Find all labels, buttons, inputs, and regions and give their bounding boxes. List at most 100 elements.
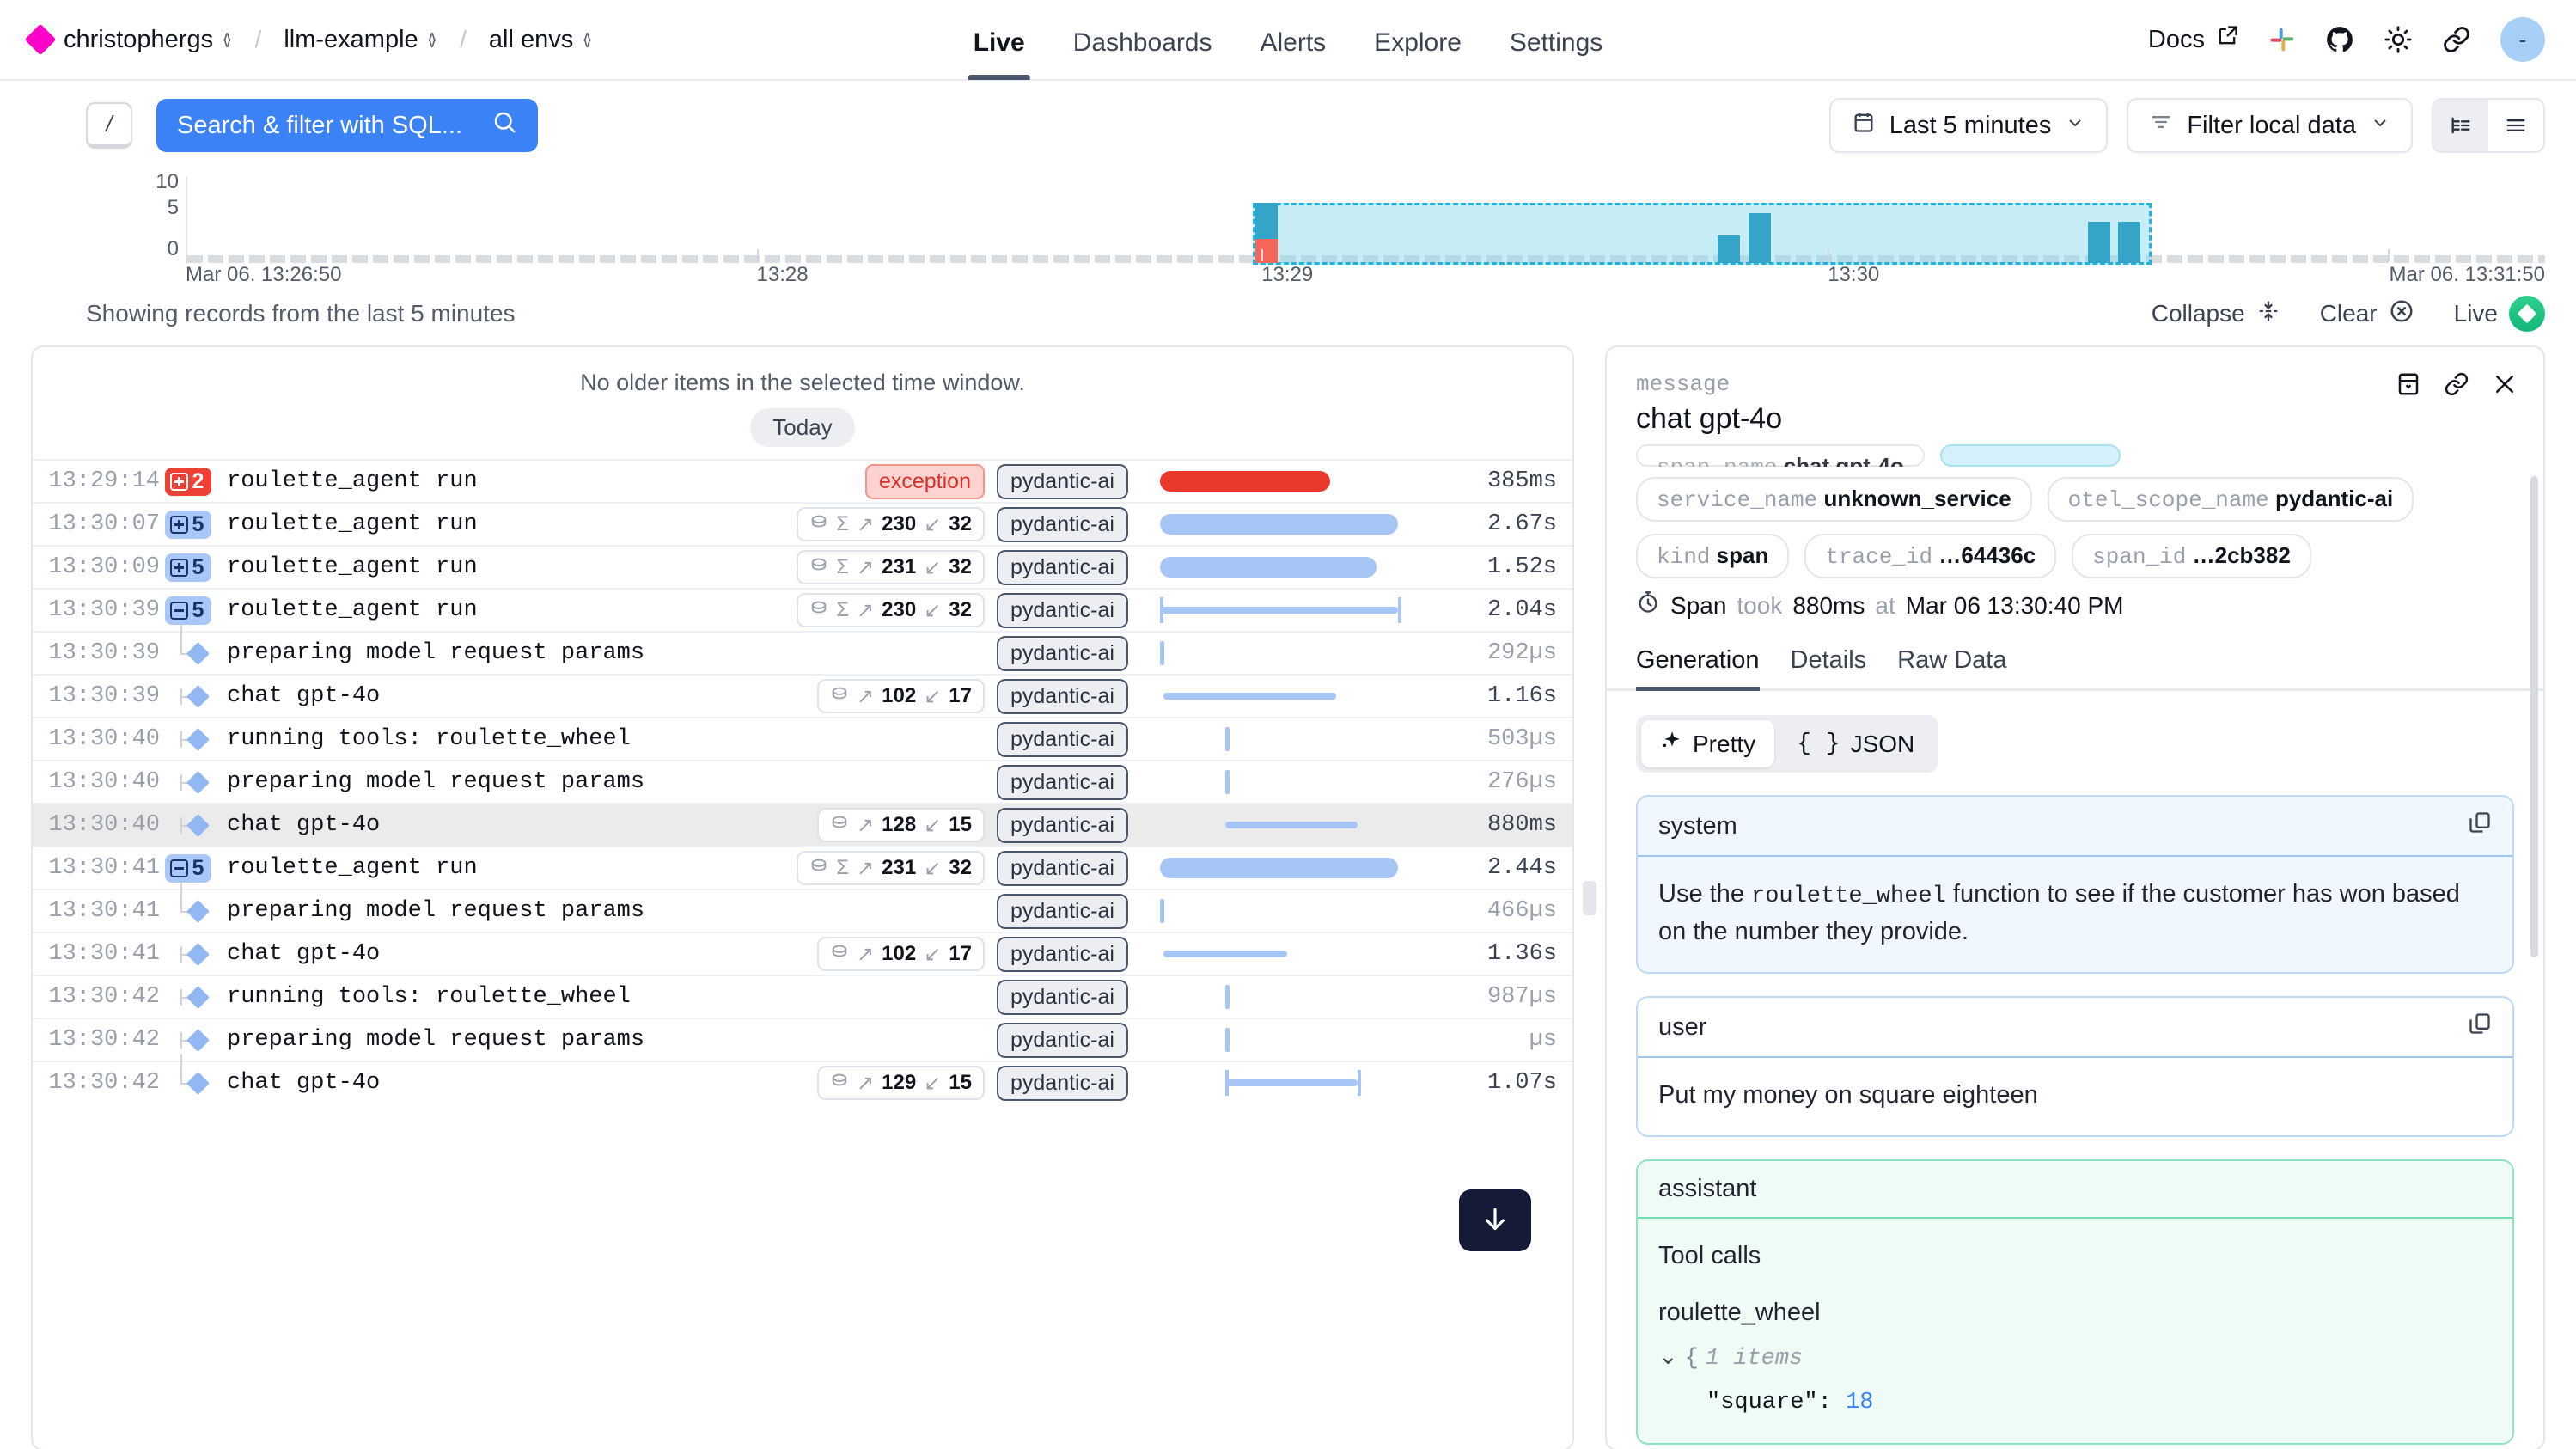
filter-local-data-button[interactable]: Filter local data <box>2127 98 2413 153</box>
nav-tab-explore[interactable]: Explore <box>1374 28 1462 57</box>
attribute-otel-scope-name[interactable]: otel_scope_name pydantic-ai <box>2047 477 2414 522</box>
scope-badge[interactable]: pydantic-ai <box>997 979 1128 1015</box>
attribute-span-id[interactable]: span_id …2cb382 <box>2072 534 2311 578</box>
nav-tab-alerts[interactable]: Alerts <box>1260 28 1327 57</box>
table-row[interactable]: 13:30:42 preparing model request params … <box>33 1018 1572 1061</box>
copy-link-icon[interactable] <box>2444 371 2469 397</box>
token-usage-badge[interactable]: ↗ 129 ↙ 15 <box>817 1066 985 1100</box>
panel-resize-handle[interactable] <box>1574 345 1605 1449</box>
token-usage-badge[interactable]: ↗ 128 ↙ 15 <box>817 808 985 842</box>
scope-badge[interactable]: pydantic-ai <box>997 1065 1128 1101</box>
token-usage-badge[interactable]: Σ ↗ 231 ↙ 32 <box>797 851 985 885</box>
timeline-histogram[interactable]: 10 5 0 Mar 06. 13:26:50 13:28 13:29 13:3… <box>86 170 2545 286</box>
docs-link[interactable]: Docs <box>2148 24 2239 55</box>
row-time: 13:30:42 <box>48 984 160 1010</box>
timeline-selection-region[interactable] <box>1253 203 2152 265</box>
search-input[interactable]: Search & filter with SQL... <box>156 99 538 152</box>
token-usage-badge[interactable]: ↗ 102 ↙ 17 <box>817 937 985 971</box>
row-expander[interactable]: 5 <box>160 510 217 539</box>
span-timestamp: Mar 06 13:30:40 PM <box>1905 591 2124 619</box>
timeline-bar[interactable] <box>2087 222 2110 263</box>
attribute-service-name[interactable]: service_name unknown_service <box>1636 477 2032 522</box>
token-usage-badge[interactable]: ↗ 102 ↙ 17 <box>817 679 985 713</box>
scope-badge[interactable]: pydantic-ai <box>997 764 1128 800</box>
nav-tab-dashboards[interactable]: Dashboards <box>1072 28 1212 57</box>
link-icon[interactable] <box>2442 25 2471 54</box>
token-usage-badge[interactable]: Σ ↗ 231 ↙ 32 <box>797 550 985 584</box>
tab-details[interactable]: Details <box>1790 646 1867 674</box>
breadcrumb-project[interactable]: llm-example ∧ ∨ <box>284 26 437 54</box>
scope-badge[interactable]: pydantic-ai <box>997 635 1128 671</box>
collapse-button[interactable]: Collapse <box>2152 299 2280 329</box>
pretty-view-button[interactable]: Pretty <box>1641 720 1775 767</box>
token-usage-badge[interactable]: Σ ↗ 230 ↙ 32 <box>797 507 985 541</box>
attribute-trace-id[interactable]: trace_id …64436c <box>1804 534 2057 578</box>
scope-badge[interactable]: pydantic-ai <box>997 850 1128 886</box>
token-usage-badge[interactable]: Σ ↗ 230 ↙ 32 <box>797 593 985 627</box>
table-row[interactable]: 13:30:39 preparing model request params … <box>33 623 1572 674</box>
attribute-span-name[interactable]: span_name chat gpt-4o <box>1636 444 1925 467</box>
timeline-bar-error[interactable] <box>1255 239 1279 263</box>
copy-icon[interactable] <box>2468 1012 2492 1042</box>
table-row[interactable]: 13:30:41 preparing model request params … <box>33 881 1572 932</box>
scope-badge[interactable]: pydantic-ai <box>997 463 1128 499</box>
slack-icon[interactable] <box>2268 26 2296 53</box>
row-expander[interactable]: 2 <box>160 467 217 496</box>
timeline-plot[interactable] <box>187 170 2545 265</box>
breadcrumb-environment[interactable]: all envs ∧ ∨ <box>489 26 593 54</box>
sun-theme-icon[interactable] <box>2384 25 2413 54</box>
scope-badge[interactable]: pydantic-ai <box>997 549 1128 585</box>
tab-generation[interactable]: Generation <box>1636 646 1760 691</box>
save-view-icon[interactable] <box>2396 371 2421 397</box>
detail-scrollbar[interactable] <box>2530 476 2538 957</box>
scope-badge[interactable]: pydantic-ai <box>997 678 1128 714</box>
clear-button[interactable]: Clear <box>2320 298 2414 330</box>
search-shortcut-key[interactable]: / <box>86 102 132 149</box>
tab-raw-data[interactable]: Raw Data <box>1897 646 2007 674</box>
json-collapse-row[interactable]: ⌄ { 1 items <box>1658 1342 2492 1376</box>
table-row[interactable]: 13:30:09 5 roulette_agent run Σ ↗ 231 ↙ 32 … <box>33 545 1572 588</box>
timeline-bar[interactable] <box>1255 203 1279 239</box>
scope-badge[interactable]: pydantic-ai <box>997 936 1128 972</box>
table-row[interactable]: 13:30:39 chat gpt-4o ↗ 102 ↙ 17 pydantic-a… <box>33 674 1572 717</box>
scope-badge[interactable]: pydantic-ai <box>997 893 1128 929</box>
timeline-bar[interactable] <box>2118 222 2141 263</box>
avatar[interactable]: - <box>2500 17 2545 62</box>
row-expander[interactable]: 5 <box>160 853 217 883</box>
table-row[interactable]: 13:30:40 preparing model request params … <box>33 760 1572 803</box>
table-row[interactable]: 13:30:42 chat gpt-4o ↗ 129 ↙ 15 pydantic-a… <box>33 1053 1572 1104</box>
scope-badge[interactable]: pydantic-ai <box>997 807 1128 843</box>
scope-badge[interactable]: pydantic-ai <box>997 592 1128 628</box>
table-row[interactable]: 13:30:41 5 roulette_agent run Σ ↗ 231 ↙ 32 … <box>33 846 1572 889</box>
github-icon[interactable] <box>2325 25 2354 54</box>
exception-badge[interactable]: exception <box>864 463 985 499</box>
list-view-button[interactable] <box>2488 100 2543 151</box>
scope-badge[interactable]: pydantic-ai <box>997 506 1128 542</box>
json-view-button[interactable]: { } JSON <box>1778 720 1933 767</box>
attribute-kind[interactable]: kind span <box>1636 534 1790 578</box>
tree-view-button[interactable] <box>2433 100 2488 151</box>
close-icon[interactable] <box>2492 371 2518 397</box>
timeline-bar[interactable] <box>1748 213 1771 263</box>
table-row[interactable]: 13:30:07 5 roulette_agent run Σ ↗ 230 ↙ 32 … <box>33 502 1572 545</box>
time-range-selector[interactable]: Last 5 minutes <box>1828 98 2109 153</box>
row-duration: 2.44s <box>1486 855 1557 881</box>
timeline-bar[interactable] <box>1717 235 1740 263</box>
table-row[interactable]: 13:29:14 2 roulette_agent run exception … <box>33 459 1572 502</box>
table-row-selected[interactable]: 13:30:40 chat gpt-4o ↗ 128 ↙ 15 pydantic-a… <box>33 803 1572 846</box>
breadcrumb-org[interactable]: christophergs ∧ ∨ <box>64 26 233 54</box>
live-toggle[interactable]: Live <box>2454 296 2545 332</box>
table-row[interactable]: 13:30:40 running tools: roulette_wheel p… <box>33 717 1572 760</box>
attribute-highlighted[interactable] <box>1939 444 2121 467</box>
row-expander[interactable]: 5 <box>160 553 217 582</box>
nav-tab-live[interactable]: Live <box>968 0 1030 80</box>
table-row[interactable]: 13:30:39 5 roulette_agent run Σ ↗ 230 ↙ 32 … <box>33 588 1572 631</box>
row-expander[interactable]: 5 <box>160 596 217 625</box>
table-row[interactable]: 13:30:42 running tools: roulette_wheel p… <box>33 975 1572 1018</box>
copy-icon[interactable] <box>2468 810 2492 841</box>
scope-badge[interactable]: pydantic-ai <box>997 721 1128 757</box>
scope-badge[interactable]: pydantic-ai <box>997 1022 1128 1058</box>
table-row[interactable]: 13:30:41 chat gpt-4o ↗ 102 ↙ 17 pydantic-a… <box>33 932 1572 975</box>
scroll-to-bottom-button[interactable] <box>1459 1189 1531 1251</box>
nav-tab-settings[interactable]: Settings <box>1509 28 1603 57</box>
